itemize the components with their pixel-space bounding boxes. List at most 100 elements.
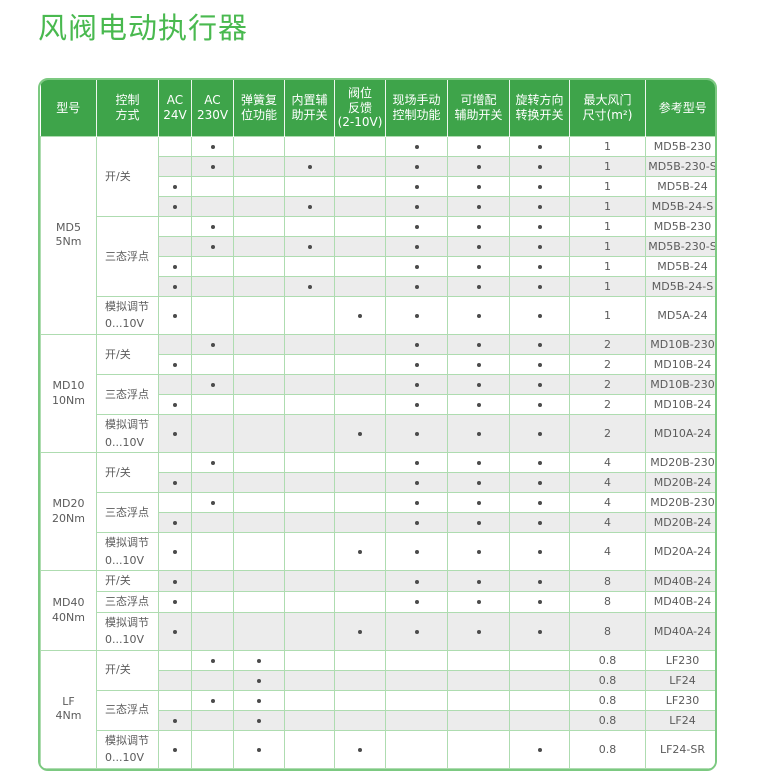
feature-cell-2 bbox=[191, 532, 234, 572]
dot-icon bbox=[210, 698, 215, 703]
max-damper-size-cell: 4 bbox=[569, 472, 646, 494]
control-mode-cell: 模拟调节 0...10V bbox=[96, 414, 159, 454]
dot-icon bbox=[476, 244, 481, 249]
feature-cell-2 bbox=[191, 570, 234, 592]
feature-cell-4 bbox=[284, 591, 335, 613]
feature-cell-2 bbox=[191, 195, 234, 217]
reference-model-cell: MD5B-230-S bbox=[645, 155, 715, 177]
dot-icon bbox=[537, 224, 542, 229]
feature-cell-4 bbox=[284, 135, 335, 157]
dot-icon bbox=[173, 313, 177, 318]
feature-cell-6 bbox=[385, 135, 448, 157]
table-row: 1 MD5B-230-S bbox=[41, 235, 715, 257]
feature-cell-2 bbox=[191, 295, 234, 336]
feature-cell-7 bbox=[447, 374, 510, 396]
dot-icon bbox=[476, 600, 481, 605]
feature-cell-6 bbox=[385, 155, 448, 177]
feature-cell-1 bbox=[158, 532, 192, 572]
dot-icon bbox=[173, 432, 177, 437]
feature-cell-7 bbox=[447, 452, 510, 474]
max-damper-size-cell: 1 bbox=[569, 135, 646, 157]
feature-cell-5 bbox=[334, 215, 386, 237]
model-cell: MD40 40Nm bbox=[40, 570, 97, 651]
dot-icon bbox=[414, 313, 419, 318]
feature-cell-5 bbox=[334, 591, 386, 613]
feature-cell-2 bbox=[191, 155, 234, 177]
feature-cell-4 bbox=[284, 235, 335, 257]
dot-icon bbox=[257, 698, 261, 703]
feature-cell-5 bbox=[334, 135, 386, 157]
max-damper-size-cell: 4 bbox=[569, 492, 646, 514]
feature-cell-4 bbox=[284, 611, 335, 651]
dot-icon bbox=[414, 204, 419, 209]
control-mode-cell: 开/关 bbox=[96, 334, 159, 376]
feature-cell-2 bbox=[191, 611, 234, 651]
dot-icon bbox=[210, 658, 215, 663]
feature-cell-3 bbox=[233, 649, 285, 671]
feature-cell-4 bbox=[284, 195, 335, 217]
feature-cell-5 bbox=[334, 295, 386, 336]
dot-icon bbox=[173, 550, 177, 555]
feature-cell-1 bbox=[158, 235, 192, 257]
reference-model-cell: MD40A-24 bbox=[645, 611, 715, 651]
feature-cell-7 bbox=[447, 472, 510, 494]
column-header: AC 230V bbox=[191, 80, 234, 137]
feature-cell-7 bbox=[447, 175, 510, 197]
column-header: 弹簧复 位功能 bbox=[233, 80, 285, 137]
feature-cell-3 bbox=[233, 394, 285, 416]
dot-icon bbox=[414, 432, 419, 437]
feature-cell-2 bbox=[191, 215, 234, 237]
model-cell: MD5 5Nm bbox=[40, 135, 97, 336]
dot-icon bbox=[414, 224, 419, 229]
control-mode-cell: 模拟调节 0...10V bbox=[96, 611, 159, 651]
feature-cell-4 bbox=[284, 709, 335, 731]
feature-cell-1 bbox=[158, 729, 192, 769]
feature-cell-5 bbox=[334, 492, 386, 514]
max-damper-size-cell: 1 bbox=[569, 295, 646, 336]
feature-cell-4 bbox=[284, 334, 335, 356]
max-damper-size-cell: 1 bbox=[569, 215, 646, 237]
dot-icon bbox=[210, 501, 215, 506]
feature-cell-7 bbox=[447, 591, 510, 613]
feature-cell-6 bbox=[385, 414, 448, 454]
feature-cell-2 bbox=[191, 354, 234, 376]
max-damper-size-cell: 4 bbox=[569, 452, 646, 474]
column-header: 可增配 辅助开关 bbox=[447, 80, 510, 137]
feature-cell-4 bbox=[284, 175, 335, 197]
model-cell: MD20 20Nm bbox=[40, 452, 97, 572]
table-row: MD40 40Nm 开/关 8 MD40B-24 bbox=[40, 570, 715, 651]
feature-cell-3 bbox=[233, 570, 285, 592]
feature-cell-6 bbox=[385, 709, 448, 731]
reference-model-cell: MD40B-24 bbox=[645, 570, 715, 592]
dot-icon bbox=[414, 343, 419, 348]
table-row: MD10 10Nm 开/关 2 MD10B-230 bbox=[40, 334, 715, 454]
table-row: 模拟调节 0...10V 2 MD10A-24 bbox=[41, 414, 715, 454]
reference-model-cell: LF230 bbox=[645, 649, 715, 671]
feature-cell-3 bbox=[233, 374, 285, 396]
feature-cell-5 bbox=[334, 374, 386, 396]
feature-cell-4 bbox=[284, 512, 335, 534]
table-row: MD20 20Nm 开/关 4 MD20B-230 bbox=[40, 452, 715, 572]
dot-icon bbox=[414, 383, 419, 388]
feature-cell-4 bbox=[284, 649, 335, 671]
reference-model-cell: MD10B-230 bbox=[645, 374, 715, 396]
dot-icon bbox=[173, 718, 177, 723]
dot-icon bbox=[358, 432, 362, 437]
feature-cell-8 bbox=[509, 354, 570, 376]
dot-icon bbox=[173, 363, 177, 368]
reference-model-cell: MD5B-24 bbox=[645, 175, 715, 197]
dot-icon bbox=[414, 579, 419, 584]
feature-cell-6 bbox=[385, 295, 448, 336]
feature-cell-1 bbox=[158, 709, 192, 731]
control-mode-cell: 模拟调节 0...10V bbox=[96, 532, 159, 572]
table-row: 2 MD10B-24 bbox=[41, 354, 715, 376]
table-row: 1 MD5B-24 bbox=[41, 175, 715, 197]
feature-cell-6 bbox=[385, 195, 448, 217]
dot-icon bbox=[210, 224, 215, 229]
dot-icon bbox=[537, 403, 542, 408]
feature-cell-7 bbox=[447, 492, 510, 514]
feature-cell-1 bbox=[158, 354, 192, 376]
dot-icon bbox=[210, 144, 215, 149]
feature-cell-8 bbox=[509, 414, 570, 454]
control-mode-cell: 开/关 bbox=[96, 570, 159, 592]
